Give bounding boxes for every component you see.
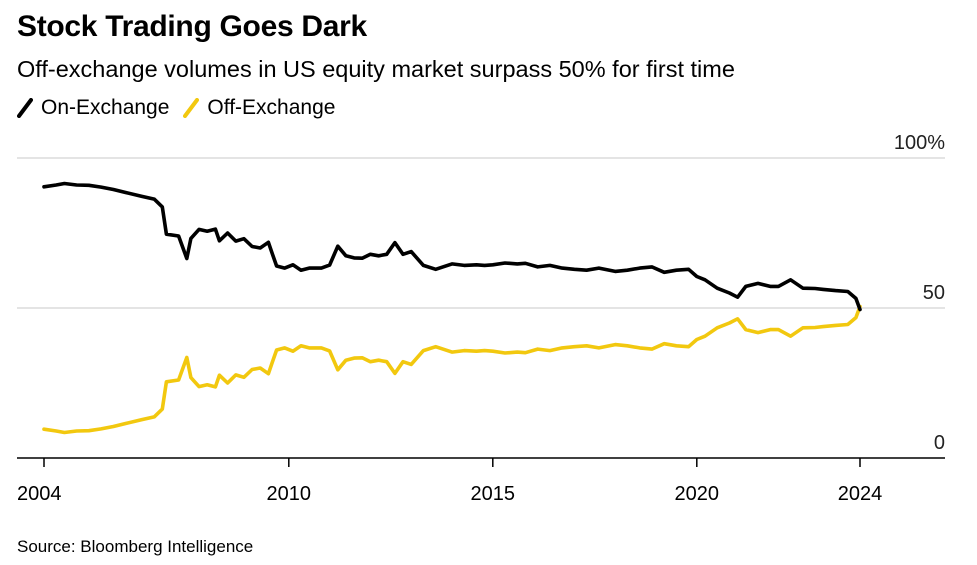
legend-swatch-off-exchange [183, 98, 200, 118]
legend-label-off-exchange: Off-Exchange [207, 96, 336, 119]
y-tick-label-0: 0 [934, 432, 945, 454]
legend: On-Exchange Off-Exchange [17, 96, 349, 120]
legend-item-off-exchange: Off-Exchange [183, 96, 335, 120]
legend-item-on-exchange: On-Exchange [17, 96, 169, 120]
x-tick-label-2004: 2004 [17, 483, 62, 505]
chart-title: Stock Trading Goes Dark [17, 10, 367, 43]
x-tick-label-2010: 2010 [267, 483, 312, 505]
y-tick-label-100: 100% [894, 132, 945, 154]
x-tick-label-2020: 2020 [675, 483, 720, 505]
legend-label-on-exchange: On-Exchange [41, 96, 170, 119]
series-line-off-exchange [42, 304, 862, 435]
series-line-on-exchange [42, 181, 862, 312]
x-tick-label-2015: 2015 [471, 483, 516, 505]
source-note: Source: Bloomberg Intelligence [17, 537, 254, 556]
y-tick-label-50: 50 [923, 282, 945, 304]
chart-subtitle: Off-exchange volumes in US equity market… [17, 56, 735, 82]
legend-swatch-on-exchange [17, 98, 33, 118]
x-tick-label-2024: 2024 [838, 483, 883, 505]
